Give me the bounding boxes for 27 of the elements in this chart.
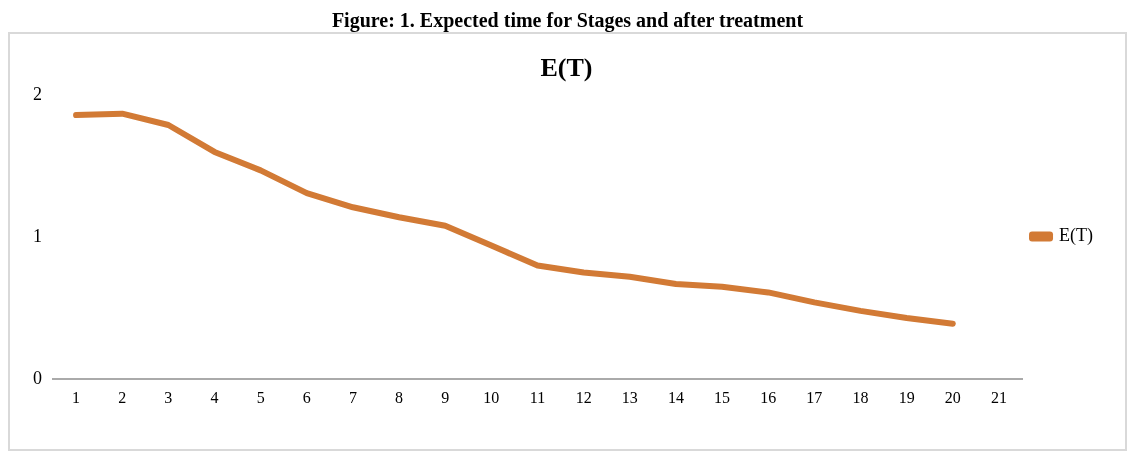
- x-tick-label: 10: [483, 389, 500, 407]
- x-tick-label: 7: [348, 389, 357, 407]
- x-tick-label: 21: [990, 389, 1007, 407]
- x-tick-label: 12: [575, 389, 592, 407]
- x-tick-label: 9: [441, 389, 450, 407]
- y-tick-label: 1: [33, 225, 42, 246]
- y-tick-label: 2: [33, 83, 42, 104]
- x-tick-label: 15: [714, 389, 731, 407]
- x-tick-label: 5: [256, 389, 265, 407]
- x-tick-label: 6: [302, 389, 311, 407]
- x-tick-label: 1: [72, 389, 81, 407]
- x-tick-label: 3: [164, 389, 173, 407]
- y-tick-label: 0: [33, 367, 42, 388]
- x-tick-label: 20: [944, 389, 961, 407]
- x-tick-label: 2: [118, 389, 127, 407]
- legend-label: E(T): [1059, 225, 1094, 247]
- text: Figure: 1. Expected time for Stages and after treatment: [330, 8, 805, 32]
- x-tick-label: 11: [529, 389, 546, 407]
- x-tick-label: 19: [898, 389, 915, 407]
- x-tick-label: 16: [760, 389, 777, 407]
- x-tick-label: 4: [210, 389, 219, 407]
- x-tick-label: 17: [806, 389, 823, 407]
- x-tick-label: 8: [395, 389, 404, 407]
- x-tick-label: 18: [852, 389, 869, 407]
- chart-title: E(T): [540, 53, 593, 83]
- x-tick-label: 13: [621, 389, 638, 407]
- x-tick-label: 14: [667, 389, 684, 407]
